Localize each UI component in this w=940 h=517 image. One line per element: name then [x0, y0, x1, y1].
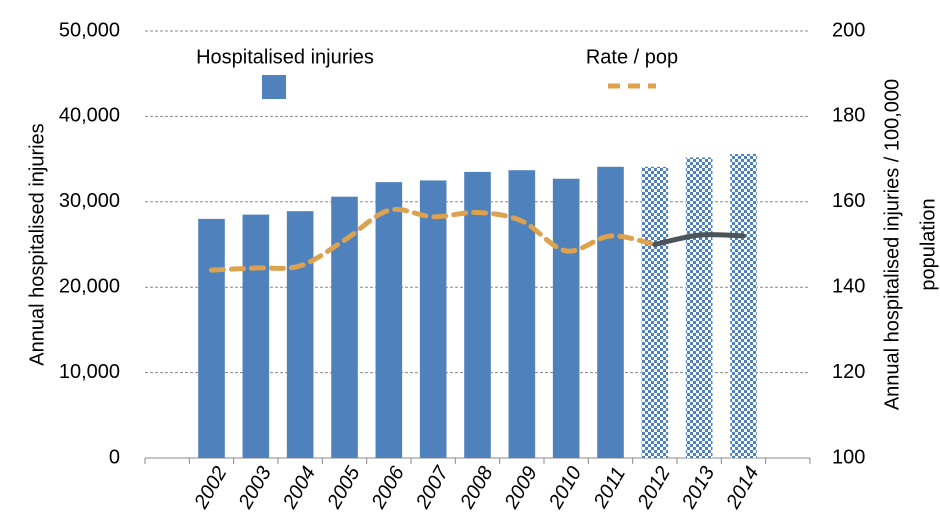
y-tick-label: 20,000: [59, 275, 120, 297]
x-tick-label: 2007: [411, 462, 453, 513]
bar: [464, 171, 491, 458]
bar: [375, 182, 403, 458]
bar: [419, 180, 447, 458]
x-tick-label: 2011: [589, 464, 630, 513]
bar: [641, 166, 669, 458]
y2-tick-label: 180: [832, 105, 865, 127]
x-tick-label: 2004: [278, 463, 320, 513]
y-tick-label: 50,000: [59, 19, 120, 41]
y2-tick-label: 120: [832, 361, 865, 383]
x-tick-label: 2012: [633, 463, 675, 513]
bar: [508, 170, 536, 458]
x-tick-label: 2003: [234, 463, 276, 513]
y2-tick-label: 100: [832, 446, 865, 468]
rate-line: [209, 206, 658, 273]
legend-swatch: [262, 75, 286, 99]
x-tick-label: 2006: [367, 462, 409, 513]
y-tick-label: 10,000: [59, 361, 120, 383]
y-tick-label: 40,000: [59, 105, 120, 127]
x-tick-label: 2005: [323, 462, 365, 513]
x-tick-label: 2013: [677, 463, 719, 513]
bar: [597, 166, 624, 458]
legend-label: Rate / pop: [586, 46, 678, 68]
y2-axis-title: population: [917, 198, 939, 290]
bar: [198, 218, 225, 458]
y-tick-label: 0: [109, 446, 120, 468]
bar: [242, 214, 270, 458]
x-tick-label: 2010: [544, 463, 586, 513]
x-tick-label: 2009: [500, 463, 542, 513]
y2-tick-label: 160: [832, 190, 865, 212]
x-tick-label: 2014: [722, 463, 764, 513]
y2-tick-label: 140: [832, 275, 865, 297]
y-tick-label: 30,000: [59, 190, 120, 212]
bar: [552, 178, 580, 458]
legend-label: Hospitalised injuries: [196, 46, 374, 68]
x-tick-label: 2008: [456, 463, 498, 513]
bar: [685, 157, 713, 458]
bar: [730, 153, 757, 458]
bar: [286, 211, 314, 458]
y2-tick-label: 200: [832, 19, 865, 41]
y-axis-title: Annual hospitalised injuries: [26, 123, 48, 365]
y2-axis-title: Annual hospitalised injuries / 100,000: [881, 79, 903, 410]
rate-projection-line: [652, 232, 746, 247]
x-tick-label: 2002: [190, 463, 232, 513]
